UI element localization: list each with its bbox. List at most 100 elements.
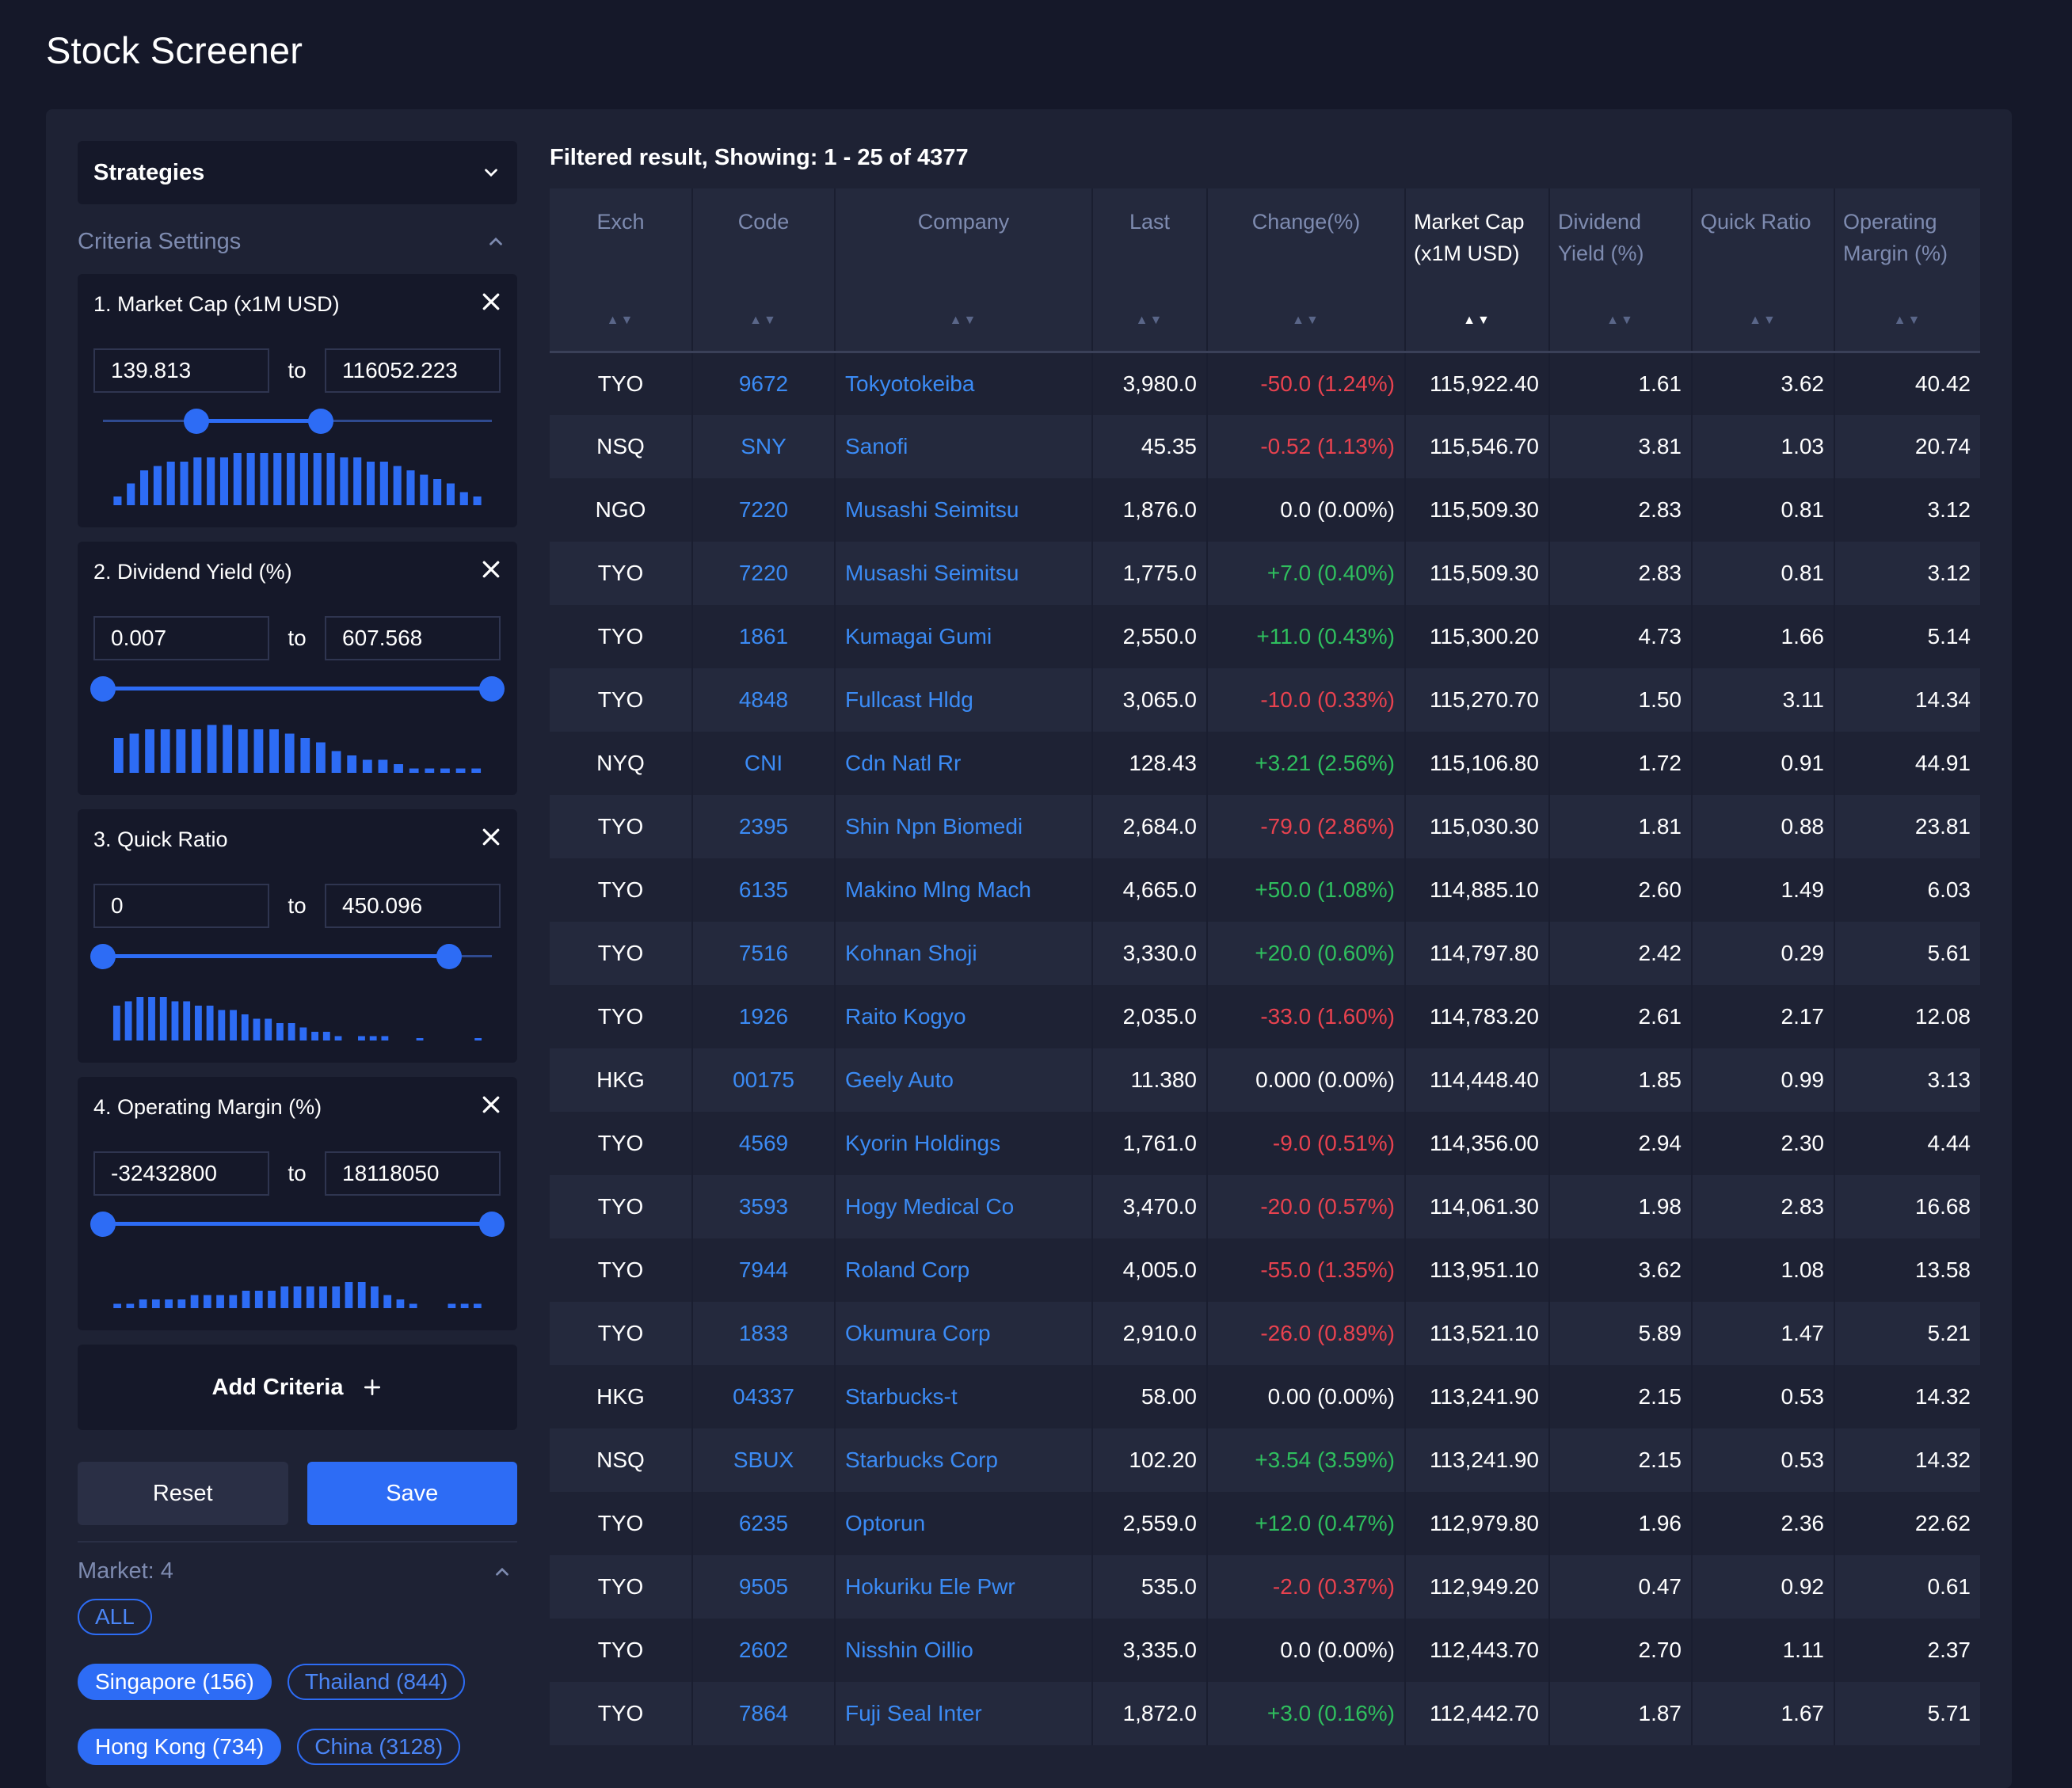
cell-company-link[interactable]: Cdn Natl Rr (835, 732, 1093, 795)
table-row[interactable]: TYO 4848 Fullcast Hldg 3,065.0 -10.0 (0.… (550, 668, 1980, 732)
slider-max-handle[interactable] (479, 676, 505, 702)
cell-company-link[interactable]: Kumagai Gumi (835, 605, 1093, 668)
column-header[interactable]: Last ▲▼ (1092, 188, 1208, 352)
column-header[interactable]: Dividend Yield (%) ▲▼ (1549, 188, 1693, 352)
strategies-dropdown[interactable]: Strategies (78, 141, 517, 204)
cell-company-link[interactable]: Optorun (835, 1492, 1093, 1555)
cell-company-link[interactable]: Kohnan Shoji (835, 922, 1093, 985)
table-row[interactable]: TYO 2602 Nisshin Oillio 3,335.0 0.0 (0.0… (550, 1619, 1980, 1682)
cell-code-link[interactable]: 9672 (692, 352, 836, 415)
sort-arrows-icon[interactable]: ▲▼ (949, 313, 978, 327)
criterion-range-slider[interactable] (103, 407, 492, 436)
cell-company-link[interactable]: Fuji Seal Inter (835, 1682, 1093, 1745)
column-header[interactable]: Market Cap (x1M USD) ▲▼ (1405, 188, 1550, 352)
table-row[interactable]: TYO 9505 Hokuriku Ele Pwr 535.0 -2.0 (0.… (550, 1555, 1980, 1619)
cell-company-link[interactable]: Raito Kogyo (835, 985, 1093, 1048)
cell-company-link[interactable]: Hokuriku Ele Pwr (835, 1555, 1093, 1619)
cell-company-link[interactable]: Starbucks-t (835, 1365, 1093, 1428)
slider-max-handle[interactable] (307, 409, 333, 434)
table-row[interactable]: TYO 2395 Shin Npn Biomedi 2,684.0 -79.0 … (550, 795, 1980, 858)
criterion-range-slider[interactable] (90, 675, 505, 703)
slider-min-handle[interactable] (90, 676, 116, 702)
cell-company-link[interactable]: Tokyotokeiba (835, 352, 1093, 415)
cell-code-link[interactable]: 4569 (692, 1112, 836, 1175)
slider-max-handle[interactable] (436, 944, 462, 969)
cell-company-link[interactable]: Roland Corp (835, 1238, 1093, 1302)
criterion-max-input[interactable]: 18118050 (325, 1151, 501, 1196)
slider-max-handle[interactable] (479, 1212, 505, 1237)
cell-company-link[interactable]: Hogy Medical Co (835, 1175, 1093, 1238)
cell-company-link[interactable]: Okumura Corp (835, 1302, 1093, 1365)
table-row[interactable]: TYO 6235 Optorun 2,559.0 +12.0 (0.47%) 1… (550, 1492, 1980, 1555)
save-button[interactable]: Save (307, 1462, 517, 1525)
reset-button[interactable]: Reset (78, 1462, 288, 1525)
cell-code-link[interactable]: 7944 (692, 1238, 836, 1302)
close-icon[interactable] (479, 290, 503, 314)
sort-arrows-icon[interactable]: ▲▼ (1749, 313, 1777, 327)
table-row[interactable]: TYO 4569 Kyorin Holdings 1,761.0 -9.0 (0… (550, 1112, 1980, 1175)
close-icon[interactable] (479, 1093, 503, 1117)
sort-arrows-icon[interactable]: ▲▼ (1135, 313, 1164, 327)
close-icon[interactable] (479, 825, 503, 849)
criterion-range-slider[interactable] (90, 942, 492, 971)
cell-code-link[interactable]: 3593 (692, 1175, 836, 1238)
cell-code-link[interactable]: 2602 (692, 1619, 836, 1682)
slider-min-handle[interactable] (183, 409, 209, 434)
table-row[interactable]: NSQ SBUX Starbucks Corp 102.20 +3.54 (3.… (550, 1428, 1980, 1492)
cell-company-link[interactable]: Sanofi (835, 415, 1093, 478)
cell-code-link[interactable]: 7220 (692, 478, 836, 542)
cell-code-link[interactable]: 7864 (692, 1682, 836, 1745)
criterion-max-input[interactable]: 450.096 (325, 884, 501, 928)
column-header[interactable]: Change(%) ▲▼ (1207, 188, 1406, 352)
criterion-max-input[interactable]: 116052.223 (325, 348, 501, 393)
market-chip[interactable]: Thailand (844) (287, 1664, 466, 1700)
table-row[interactable]: TYO 9672 Tokyotokeiba 3,980.0 -50.0 (1.2… (550, 352, 1980, 415)
table-row[interactable]: TYO 1926 Raito Kogyo 2,035.0 -33.0 (1.60… (550, 985, 1980, 1048)
criteria-settings-toggle[interactable]: Criteria Settings (78, 222, 517, 261)
close-icon[interactable] (479, 557, 503, 581)
cell-company-link[interactable]: Starbucks Corp (835, 1428, 1093, 1492)
cell-code-link[interactable]: SNY (692, 415, 836, 478)
add-criteria-button[interactable]: Add Criteria (78, 1345, 517, 1430)
cell-code-link[interactable]: 6135 (692, 858, 836, 922)
cell-code-link[interactable]: 1833 (692, 1302, 836, 1365)
table-row[interactable]: TYO 6135 Makino Mlng Mach 4,665.0 +50.0 … (550, 858, 1980, 922)
column-header[interactable]: Company ▲▼ (835, 188, 1093, 352)
cell-code-link[interactable]: CNI (692, 732, 836, 795)
table-row[interactable]: TYO 7864 Fuji Seal Inter 1,872.0 +3.0 (0… (550, 1682, 1980, 1745)
cell-company-link[interactable]: Fullcast Hldg (835, 668, 1093, 732)
market-chip[interactable]: Hong Kong (734) (78, 1729, 282, 1765)
cell-code-link[interactable]: 7220 (692, 542, 836, 605)
table-row[interactable]: NGO 7220 Musashi Seimitsu 1,876.0 0.0 (0… (550, 478, 1980, 542)
table-row[interactable]: TYO 1833 Okumura Corp 2,910.0 -26.0 (0.8… (550, 1302, 1980, 1365)
cell-code-link[interactable]: 9505 (692, 1555, 836, 1619)
cell-company-link[interactable]: Nisshin Oillio (835, 1619, 1093, 1682)
table-row[interactable]: TYO 7944 Roland Corp 4,005.0 -55.0 (1.35… (550, 1238, 1980, 1302)
column-header[interactable]: Operating Margin (%) ▲▼ (1834, 188, 1980, 352)
cell-company-link[interactable]: Shin Npn Biomedi (835, 795, 1093, 858)
market-toggle[interactable]: Market: 4 (78, 1558, 517, 1584)
criterion-min-input[interactable]: 0.007 (93, 616, 269, 660)
cell-code-link[interactable]: SBUX (692, 1428, 836, 1492)
criterion-min-input[interactable]: -32432800 (93, 1151, 269, 1196)
criterion-min-input[interactable]: 0 (93, 884, 269, 928)
market-chip[interactable]: China (3128) (297, 1729, 461, 1765)
cell-code-link[interactable]: 1861 (692, 605, 836, 668)
table-row[interactable]: TYO 1861 Kumagai Gumi 2,550.0 +11.0 (0.4… (550, 605, 1980, 668)
market-chip[interactable]: Singapore (156) (78, 1664, 272, 1700)
cell-company-link[interactable]: Geely Auto (835, 1048, 1093, 1112)
column-header[interactable]: Code ▲▼ (692, 188, 836, 352)
criterion-min-input[interactable]: 139.813 (93, 348, 269, 393)
cell-code-link[interactable]: 04337 (692, 1365, 836, 1428)
cell-code-link[interactable]: 2395 (692, 795, 836, 858)
cell-code-link[interactable]: 1926 (692, 985, 836, 1048)
cell-code-link[interactable]: 4848 (692, 668, 836, 732)
slider-min-handle[interactable] (90, 944, 116, 969)
cell-code-link[interactable]: 7516 (692, 922, 836, 985)
sort-arrows-icon[interactable]: ▲▼ (1606, 313, 1635, 327)
cell-company-link[interactable]: Kyorin Holdings (835, 1112, 1093, 1175)
cell-company-link[interactable]: Musashi Seimitsu (835, 478, 1093, 542)
table-row[interactable]: HKG 00175 Geely Auto 11.380 0.000 (0.00%… (550, 1048, 1980, 1112)
table-row[interactable]: NYQ CNI Cdn Natl Rr 128.43 +3.21 (2.56%)… (550, 732, 1980, 795)
slider-min-handle[interactable] (90, 1212, 116, 1237)
